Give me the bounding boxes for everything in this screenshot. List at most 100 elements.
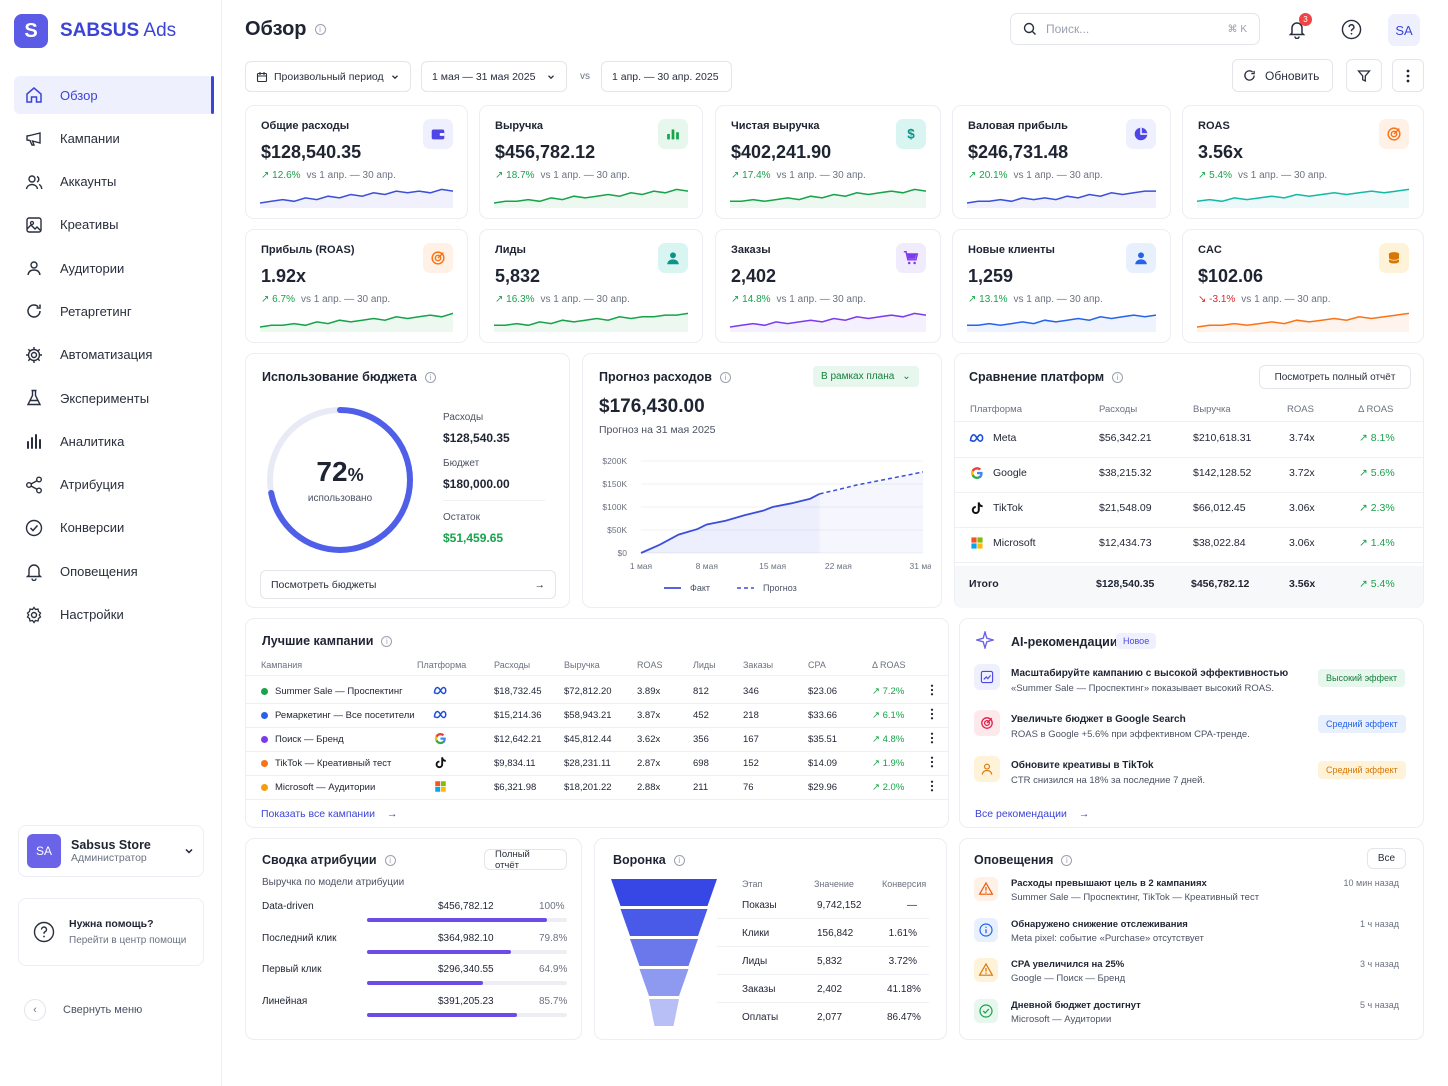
kpi-sparkline [730,188,926,208]
sidebar-item-2[interactable]: Аккаунты [14,163,214,201]
funnel-stage[interactable] [620,909,708,936]
sidebar-item-4[interactable]: Аудитории [14,249,214,287]
row-menu-button[interactable] [930,756,934,771]
table-row[interactable] [955,494,1423,528]
alert-title[interactable]: CPA увеличился на 25% [1011,959,1125,970]
kpi-card[interactable]: Выручка $456,782.12 ↗ 18.7% vs 1 апр. — 30 … [479,105,703,219]
platform-delta: ↗ 1.4% [1359,537,1395,549]
kpi-card[interactable]: Лиды 5,832 ↗ 16.3% vs 1 апр. — 30 апр. [479,229,703,343]
alert-title[interactable]: Дневной бюджет достигнут [1011,999,1141,1011]
row-menu-button[interactable] [930,684,934,699]
notifications-button[interactable]: 3 [1284,13,1312,42]
help-card[interactable]: Нужна помощь? Перейти в центр помощи [18,898,204,966]
arrow-up-right-icon: ↗ [872,758,880,769]
sidebar-item-11[interactable]: Оповещения [14,552,214,590]
campaign-name: Ремаркетинг — Все посетители [261,710,415,721]
wallet-icon [431,129,445,140]
info-icon[interactable]: i [314,24,326,36]
info-icon[interactable]: i [1061,855,1073,867]
help-button[interactable] [1338,16,1364,42]
sidebar-item-10[interactable]: Конверсии [14,509,214,547]
alert-title[interactable]: Расходы превышают цель в 2 кампаниях [1011,878,1207,889]
sidebar-item-1[interactable]: Кампании [14,119,214,157]
funnel-stage[interactable] [630,939,698,966]
row-menu-button[interactable] [930,780,934,795]
view-budgets-button[interactable]: Посмотреть бюджеты → [260,570,556,599]
funnel-stage[interactable] [649,999,679,1026]
funnel-stage[interactable] [639,969,689,996]
recommendation-title[interactable]: Масштабируйте кампанию с высокой эффекти… [1011,668,1289,679]
table-row[interactable] [955,424,1423,458]
spend-value: $128,540.35 [443,431,510,445]
info-icon[interactable]: i [424,372,436,384]
all-recommendations-link[interactable]: Все рекомендации → [975,808,1090,820]
sidebar-item-9[interactable]: Атрибуция [14,466,214,504]
row-menu-button[interactable] [930,708,934,723]
kpi-card[interactable]: Заказы 2,402 ↗ 14.8% vs 1 апр. — 30 апр. [715,229,941,343]
search-input[interactable]: Поиск... ⌘ K [1010,13,1260,45]
campaign-name: Microsoft — Аудитории [261,782,375,793]
info-icon[interactable]: i [381,636,393,648]
chevron-down-icon [548,74,554,79]
arrow-up-right-icon: ↗ [872,734,880,745]
sidebar-item-0[interactable]: Обзор [14,76,214,114]
recommendation-title[interactable]: Увеличьте бюджет в Google Search [1011,714,1186,725]
kpi-card[interactable]: Новые клиенты 1,259 ↗ 13.1% vs 1 апр. — 30 … [952,229,1171,343]
info-icon[interactable]: i [719,372,731,384]
compare-range-select[interactable]: 1 апр. — 30 апр. 2025 [601,61,732,92]
campaign-name: Summer Sale — Проспектинг [261,686,403,697]
campaign-leads: 812 [693,686,709,697]
sidebar-item-12[interactable]: Настройки [14,596,214,634]
sidebar-item-8[interactable]: Аналитика [14,422,214,460]
full-report-button[interactable]: Посмотреть полный отчёт [1259,365,1411,389]
collapse-menu-button[interactable]: ‹ Свернуть меню [24,999,142,1021]
divider [246,727,948,728]
sidebar-item-6[interactable]: Автоматизация [14,336,214,374]
kpi-card[interactable]: ROAS 3.56x ↗ 5.4% vs 1 апр. — 30 апр. [1182,105,1424,219]
refresh-button[interactable]: Обновить [1232,59,1333,92]
logo[interactable]: S SABSUS Ads [14,14,176,48]
kpi-card[interactable]: CAC $102.06 ↘ -3.1% vs 1 апр. — 30 апр. [1182,229,1424,343]
info-icon[interactable]: i [384,855,396,867]
kpi-card[interactable]: Общие расходы $128,540.35 ↗ 12.6% vs 1 апр.… [245,105,468,219]
table-header: CPA [808,660,826,670]
user-avatar[interactable]: SA [1388,14,1420,46]
kpi-title: Новые клиенты [968,244,1055,256]
funnel-stage[interactable] [611,879,717,906]
sidebar-item-label: Аудитории [60,260,125,276]
attribution-model: Линейная [262,995,308,1007]
info-icon[interactable]: i [673,855,685,867]
campaign-leads: 356 [693,734,709,745]
budget-used-label: использовано [307,493,373,504]
sidebar-item-label: Конверсии [60,520,125,536]
platform-spend: $56,342.21 [1099,432,1152,444]
kpi-card[interactable]: Валовая прибыль $246,731.48 ↗ 20.1% vs 1 ап… [952,105,1171,219]
sidebar-item-7[interactable]: Эксперименты [14,379,214,417]
forecast-value: $176,430.00 [599,396,705,417]
more-vertical-icon [930,708,934,720]
chevron-down-icon [185,848,193,854]
logo-mark: S [14,14,48,48]
attribution-report-button[interactable]: Полный отчёт [484,849,567,871]
forecast-status[interactable]: В рамках плана ⌄ [813,366,919,387]
recommendation-title[interactable]: Обновите креативы в TikTok [1011,760,1154,771]
kpi-card[interactable]: Прибыль (ROAS) 1.92x ↗ 6.7% vs 1 апр. — 30 … [245,229,468,343]
kpi-card[interactable]: Чистая выручка $402,241.90 ↗ 17.4% vs 1 апр… [715,105,941,219]
store-switcher[interactable]: SA Sabsus Store Администратор [18,825,204,877]
filter-button[interactable] [1346,59,1382,92]
funnel-stage-label: Показы [742,900,777,911]
refresh-icon [27,304,41,319]
info-icon[interactable]: i [1112,372,1124,384]
campaign-delta: ↗ 7.2% [872,686,905,697]
sidebar-item-5[interactable]: Ретаргетинг [14,292,214,330]
row-menu-button[interactable] [930,732,934,747]
alert-title[interactable]: Обнаружено снижение отслеживания [1011,918,1188,930]
meta-icon [433,710,447,719]
show-all-campaigns-link[interactable]: Показать все кампании → [261,808,398,820]
date-range-select[interactable]: 1 мая — 31 мая 2025 [421,61,567,92]
legend-forecast: Прогноз [763,583,797,593]
all-alerts-button[interactable]: Все [1367,848,1406,869]
period-select[interactable]: Произвольный период [245,61,411,92]
sidebar-item-3[interactable]: Креативы [14,206,214,244]
more-button[interactable] [1392,59,1424,92]
